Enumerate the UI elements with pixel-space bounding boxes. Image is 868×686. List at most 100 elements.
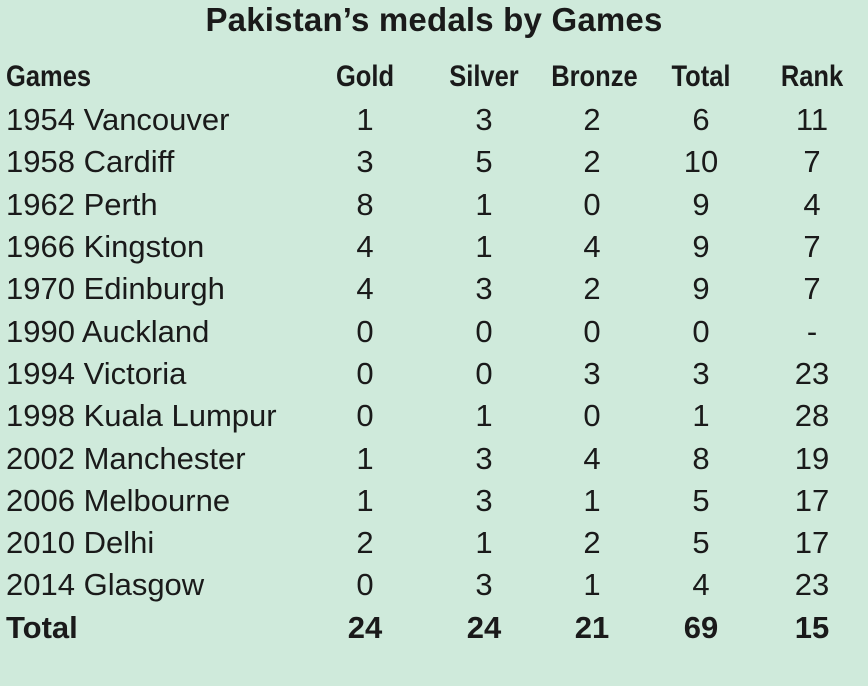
cell-bronze: 2 <box>583 144 601 180</box>
cell-total: 5 <box>692 482 710 518</box>
table-row: 1970 Edinburgh 4 3 2 9 7 <box>6 268 862 310</box>
cell-gold: 1 <box>356 440 374 476</box>
total-label: Total <box>6 609 78 645</box>
cell-games: 2014 Glasgow <box>6 567 205 603</box>
cell-total: 4 <box>692 567 710 603</box>
cell-bronze: 0 <box>583 313 601 349</box>
table-row: 2002 Manchester 1 3 4 8 19 <box>6 437 862 479</box>
cell-rank: 7 <box>803 229 821 265</box>
cell-gold: 0 <box>356 567 374 603</box>
cell-gold: 3 <box>356 144 374 180</box>
cell-games: 1962 Perth <box>6 186 158 222</box>
table-row: 1958 Cardiff 3 5 2 10 7 <box>6 141 862 183</box>
cell-games: 1998 Kuala Lumpur <box>6 398 277 434</box>
cell-bronze: 1 <box>583 567 601 603</box>
cell-gold: 0 <box>356 313 374 349</box>
cell-bronze: 0 <box>583 186 601 222</box>
cell-rank: 23 <box>794 567 830 603</box>
cell-games: 1958 Cardiff <box>6 144 175 180</box>
header-games: Games <box>6 60 92 93</box>
cell-total: 9 <box>692 229 710 265</box>
cell-games: 1994 Victoria <box>6 355 187 391</box>
table-row: 1998 Kuala Lumpur 0 1 0 1 28 <box>6 395 862 437</box>
total-bronze: 21 <box>574 609 610 645</box>
cell-bronze: 2 <box>583 271 601 307</box>
cell-rank: 28 <box>794 398 830 434</box>
cell-total: 5 <box>692 525 710 561</box>
cell-gold: 2 <box>356 525 374 561</box>
cell-games: 1966 Kingston <box>6 229 205 265</box>
cell-gold: 0 <box>356 355 374 391</box>
cell-bronze: 0 <box>583 398 601 434</box>
cell-bronze: 2 <box>583 102 601 138</box>
table-title: Pakistan’s medals by Games <box>205 1 663 38</box>
cell-silver: 3 <box>475 440 493 476</box>
table-row: 1962 Perth 8 1 0 9 4 <box>6 184 862 226</box>
cell-bronze: 1 <box>583 482 601 518</box>
cell-total: 1 <box>692 398 710 434</box>
cell-games: 2010 Delhi <box>6 525 155 561</box>
cell-silver: 3 <box>475 102 493 138</box>
table-row: 1954 Vancouver 1 3 2 6 11 <box>6 99 862 141</box>
cell-rank: 17 <box>794 525 830 561</box>
cell-rank: - <box>806 313 818 349</box>
cell-silver: 1 <box>475 229 493 265</box>
cell-gold: 0 <box>356 398 374 434</box>
cell-rank: 7 <box>803 271 821 307</box>
cell-gold: 4 <box>356 229 374 265</box>
cell-gold: 8 <box>356 186 374 222</box>
cell-silver: 1 <box>475 398 493 434</box>
total-gold: 24 <box>347 609 383 645</box>
header-silver: Silver <box>449 60 519 93</box>
cell-total: 8 <box>692 440 710 476</box>
table-row: 2006 Melbourne 1 3 1 5 17 <box>6 480 862 522</box>
total-row: Total 24 24 21 69 15 <box>6 607 862 649</box>
cell-games: 2002 Manchester <box>6 440 246 476</box>
cell-total: 9 <box>692 271 710 307</box>
table-row: 1994 Victoria 0 0 3 3 23 <box>6 353 862 395</box>
cell-rank: 23 <box>794 355 830 391</box>
cell-total: 3 <box>692 355 710 391</box>
table-row: 1990 Auckland 0 0 0 0 - <box>6 310 862 352</box>
cell-gold: 1 <box>356 482 374 518</box>
cell-rank: 19 <box>794 440 830 476</box>
cell-bronze: 2 <box>583 525 601 561</box>
cell-rank: 4 <box>803 186 821 222</box>
header-gold: Gold <box>335 60 395 93</box>
cell-silver: 3 <box>475 482 493 518</box>
cell-gold: 4 <box>356 271 374 307</box>
cell-silver: 3 <box>475 567 493 603</box>
medals-table: Games Gold Silver Bronze Total Rank 1954… <box>6 55 862 649</box>
cell-silver: 0 <box>475 313 493 349</box>
table-row: 2014 Glasgow 0 3 1 4 23 <box>6 564 862 606</box>
total-rank: 15 <box>794 609 830 645</box>
cell-total: 10 <box>683 144 719 180</box>
cell-bronze: 3 <box>583 355 601 391</box>
table-row: 1966 Kingston 4 1 4 9 7 <box>6 226 862 268</box>
cell-silver: 5 <box>475 144 493 180</box>
header-rank: Rank <box>780 60 844 93</box>
cell-bronze: 4 <box>583 229 601 265</box>
cell-rank: 7 <box>803 144 821 180</box>
cell-games: 1954 Vancouver <box>6 102 230 138</box>
header-total: Total <box>671 60 731 93</box>
cell-total: 6 <box>692 102 710 138</box>
cell-rank: 11 <box>795 102 829 138</box>
cell-games: 2006 Melbourne <box>6 482 231 518</box>
cell-bronze: 4 <box>583 440 601 476</box>
header-bronze: Bronze <box>551 60 638 93</box>
cell-gold: 1 <box>356 102 374 138</box>
table-row: 2010 Delhi 2 1 2 5 17 <box>6 522 862 564</box>
table-body: 1954 Vancouver 1 3 2 6 11 1958 Cardiff 3 5 2 10 7 19… <box>6 99 862 607</box>
cell-total: 9 <box>692 186 710 222</box>
cell-silver: 1 <box>475 525 493 561</box>
header-row: Games Gold Silver Bronze Total Rank <box>6 55 862 99</box>
cell-silver: 1 <box>475 186 493 222</box>
total-total: 69 <box>683 609 719 645</box>
cell-games: 1990 Auckland <box>6 313 210 349</box>
cell-silver: 0 <box>475 355 493 391</box>
cell-silver: 3 <box>475 271 493 307</box>
cell-games: 1970 Edinburgh <box>6 271 225 307</box>
cell-rank: 17 <box>794 482 830 518</box>
cell-total: 0 <box>692 313 710 349</box>
